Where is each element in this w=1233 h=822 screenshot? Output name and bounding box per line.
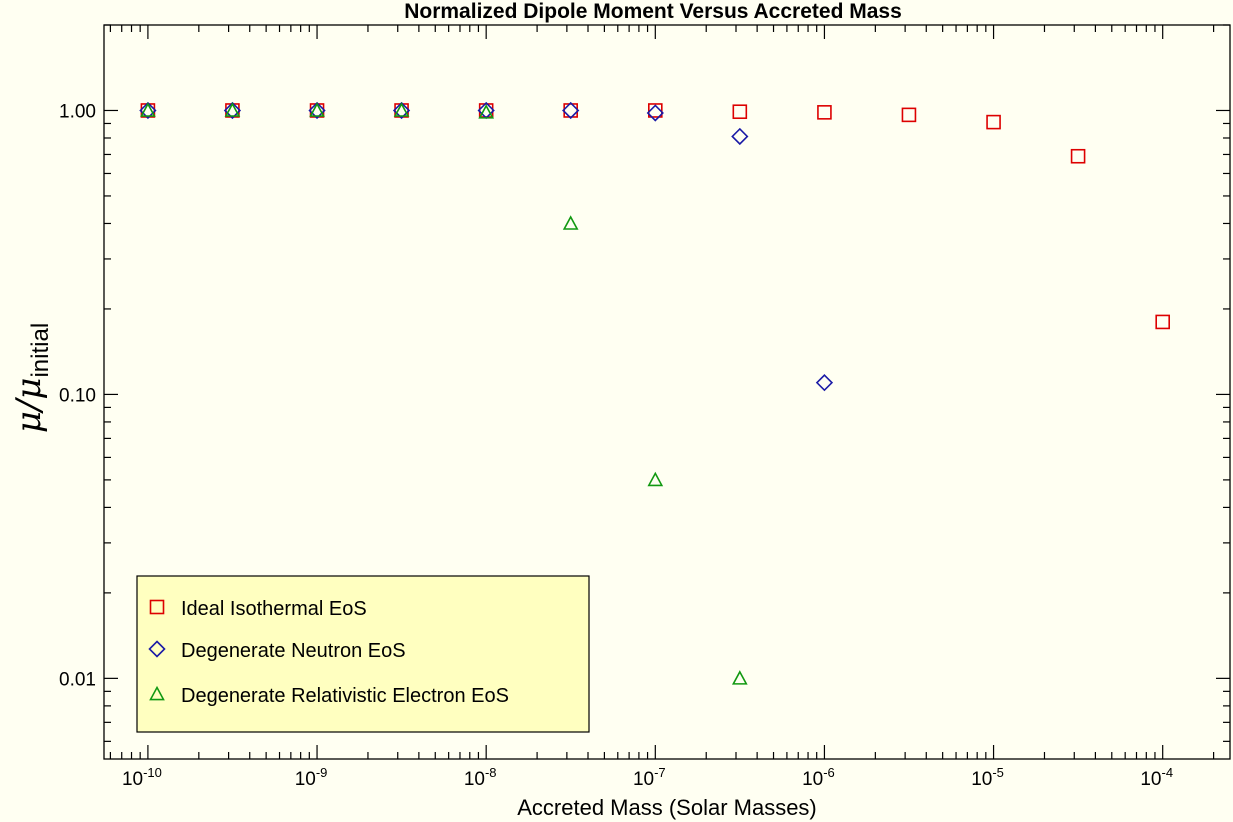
series: [139, 101, 834, 392]
diamond-marker: [392, 101, 411, 120]
minor-ticks: [104, 24, 1230, 759]
y-tick-label: 1.00: [59, 101, 96, 122]
y-tick-labels: 1.00 0.10 0.01: [59, 101, 96, 690]
legend-box: [136, 575, 590, 733]
x-tick-label: 10-10: [122, 765, 162, 790]
markers: [139, 101, 1170, 685]
triangle-marker: [140, 102, 156, 117]
series: [140, 102, 748, 685]
square-marker: [1070, 148, 1086, 164]
y-tick-label: 0.01: [59, 669, 96, 690]
y-axis-label-main: μ/μ: [9, 378, 49, 434]
legend-label: Ideal Isothermal EoS: [181, 598, 367, 620]
y-tick-label: 0.10: [59, 385, 96, 406]
square-marker: [817, 105, 832, 120]
legend-triangle-marker: [149, 685, 165, 701]
legend-label: Degenerate Relativistic Electron EoS: [181, 685, 509, 707]
diamond-marker: [223, 101, 242, 120]
square-marker: [648, 103, 663, 118]
square-marker: [394, 103, 409, 118]
x-tick-label: 10-4: [1140, 765, 1173, 790]
square-marker: [309, 103, 325, 118]
x-tick-label: 10-6: [802, 765, 835, 790]
y-axis-label: μ/μinitial: [9, 323, 54, 433]
diamond-marker: [562, 101, 580, 120]
plot-frame: [103, 24, 1231, 760]
square-marker: [1155, 314, 1170, 330]
square-marker: [732, 104, 748, 120]
triangle-marker: [647, 471, 664, 487]
diamond-marker: [308, 101, 326, 120]
x-tick-labels: 10-10 10-9 10-8 10-7 10-6 10-5 10-4: [122, 765, 1173, 790]
diamond-marker: [815, 374, 834, 392]
triangle-marker: [393, 102, 410, 117]
x-tick-label: 10-8: [464, 765, 497, 790]
x-tick-label: 10-7: [633, 765, 666, 790]
legend-label: Degenerate Neutron EoS: [181, 640, 406, 662]
square-marker: [901, 107, 917, 123]
square-marker: [563, 103, 578, 118]
y-axis-label-sub: initial: [27, 323, 54, 378]
square-marker: [986, 114, 1001, 130]
triangle-marker: [731, 670, 748, 685]
x-tick-label: 10-9: [295, 765, 328, 790]
series: [140, 103, 1170, 330]
triangle-marker: [224, 102, 241, 117]
x-tick-label: 10-5: [971, 765, 1004, 790]
legend-diamond-marker: [148, 640, 166, 658]
square-marker: [140, 103, 156, 118]
triangle-marker: [562, 215, 579, 230]
triangle-marker: [478, 104, 495, 119]
triangle-marker: [309, 102, 325, 117]
diamond-marker: [731, 127, 749, 146]
x-axis-label: Accreted Mass (Solar Masses): [517, 795, 817, 820]
svg-text:μ/μinitial: μ/μinitial: [9, 323, 54, 433]
diamond-marker: [646, 104, 664, 122]
legend: Ideal Isothermal EoS Degenerate Neutron E…: [136, 575, 590, 733]
major-ticks: [104, 25, 1230, 759]
legend-square-marker: [149, 599, 165, 615]
square-marker: [225, 103, 240, 118]
chart-title: Normalized Dipole Moment Versus Accreted…: [404, 0, 902, 23]
diamond-marker: [139, 101, 157, 120]
